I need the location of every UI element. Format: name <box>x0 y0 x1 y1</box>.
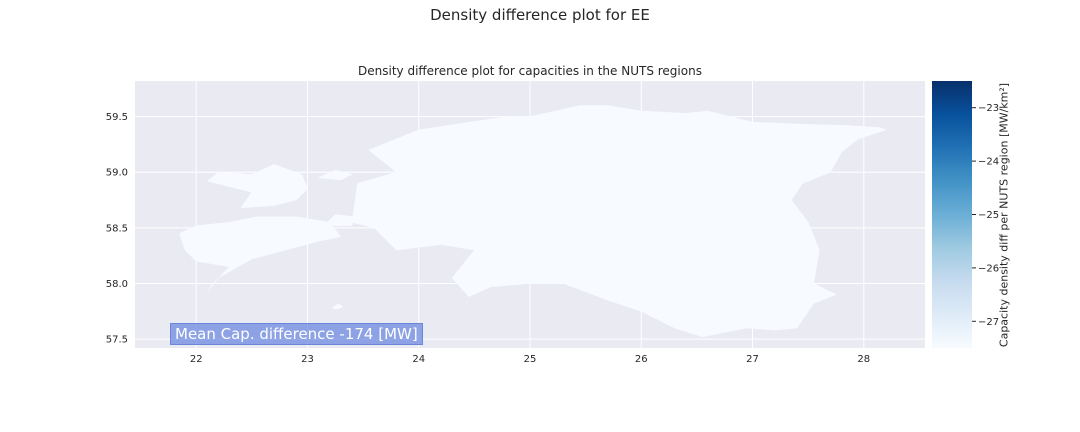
x-tick-label: 22 <box>190 354 203 365</box>
y-tick-label: 59.5 <box>106 112 128 123</box>
region-hiiumaa <box>206 164 308 209</box>
region-vormsi <box>317 169 353 181</box>
y-tick-label: 58.0 <box>106 279 128 290</box>
x-tick-label: 28 <box>857 354 870 365</box>
x-tick-label: 25 <box>524 354 537 365</box>
region-mainland <box>351 105 887 338</box>
figure-suptitle: Density difference plot for EE <box>430 6 650 24</box>
colorbar-tick-label: −24 <box>978 157 999 168</box>
colorbar-tick-label: −25 <box>978 210 999 221</box>
colorbar-tick-label: −27 <box>978 317 999 328</box>
region-saaremaa <box>179 216 342 293</box>
x-tick-label: 23 <box>301 354 314 365</box>
colorbar <box>932 81 972 348</box>
region-ruhnu <box>331 303 344 310</box>
x-tick-label: 24 <box>412 354 425 365</box>
axes-title: Density difference plot for capacities i… <box>358 64 702 78</box>
colorbar-tick-label: −26 <box>978 263 999 274</box>
y-tick-label: 57.5 <box>106 335 128 346</box>
y-tick-label: 59.0 <box>106 168 128 179</box>
colorbar-label: Capacity density diff per NUTS region [M… <box>997 82 1011 348</box>
x-tick-label: 27 <box>746 354 759 365</box>
x-tick-label: 26 <box>635 354 648 365</box>
colorbar-ticks: −27 −26 −25 −24 −23 <box>972 103 999 328</box>
y-tick-label: 58.5 <box>106 223 128 234</box>
x-axis-ticks: 22 23 24 25 26 27 28 <box>190 354 870 365</box>
region-layer <box>179 105 887 338</box>
y-axis-ticks: 57.5 58.0 58.5 59.0 59.5 <box>106 112 128 346</box>
mean-capacity-annotation: Mean Cap. difference -174 [MW] <box>170 323 423 345</box>
colorbar-tick-label: −23 <box>978 103 999 114</box>
region-muhu <box>323 214 355 226</box>
